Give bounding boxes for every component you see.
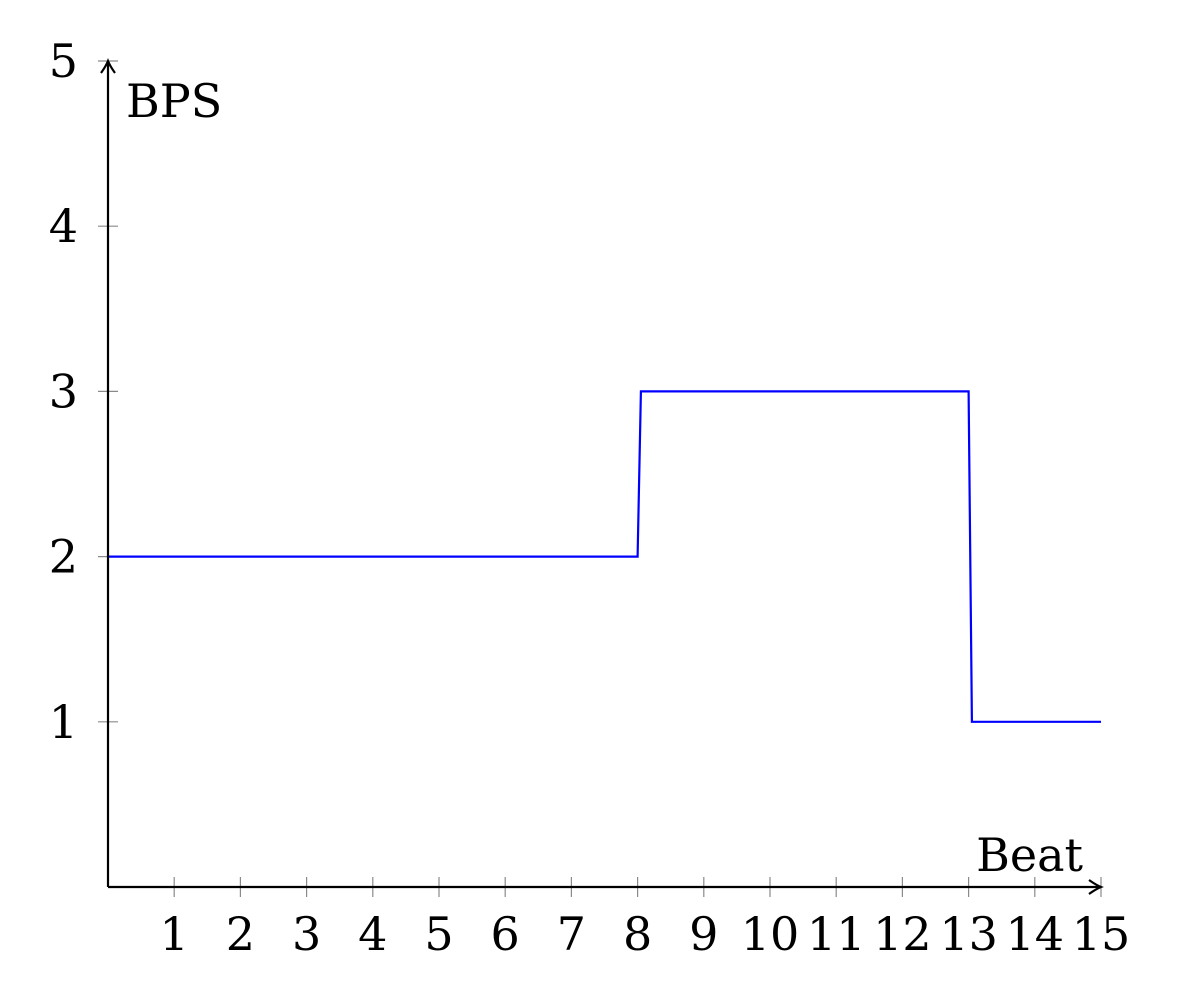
x-tick-label: 11 [807, 907, 866, 961]
x-tick-label: 5 [424, 907, 453, 961]
x-tick-label: 13 [939, 907, 998, 961]
y-tick-label: 4 [49, 199, 78, 253]
y-axis-arrowhead [100, 58, 116, 74]
x-tick-label: 7 [557, 907, 586, 961]
y-tick-label: 2 [49, 530, 78, 584]
y-ticks: 1 2 3 4 5 [49, 34, 118, 749]
x-tick-label: 15 [1072, 907, 1131, 961]
series-line-bps [108, 390, 1101, 723]
x-axis-title: Beat [976, 828, 1083, 882]
x-tick-label: 4 [358, 907, 387, 961]
y-tick-label: 1 [49, 695, 78, 749]
series-layer [108, 390, 1101, 723]
y-tick-label: 5 [49, 34, 78, 88]
x-tick-label: 9 [689, 907, 718, 961]
x-tick-label: 2 [226, 907, 255, 961]
x-tick-label: 6 [491, 907, 520, 961]
x-tick-label: 3 [292, 907, 321, 961]
y-axis-title: BPS [126, 74, 222, 128]
x-tick-label: 1 [160, 907, 189, 961]
x-tick-label: 10 [741, 907, 800, 961]
x-tick-label: 12 [873, 907, 932, 961]
x-ticks: 1 2 3 4 5 6 7 8 9 10 11 12 13 14 15 [160, 877, 1131, 961]
x-axis-arrowhead [1088, 879, 1104, 895]
x-tick-label: 14 [1006, 907, 1065, 961]
y-tick-label: 3 [49, 364, 78, 418]
x-tick-label: 8 [623, 907, 652, 961]
